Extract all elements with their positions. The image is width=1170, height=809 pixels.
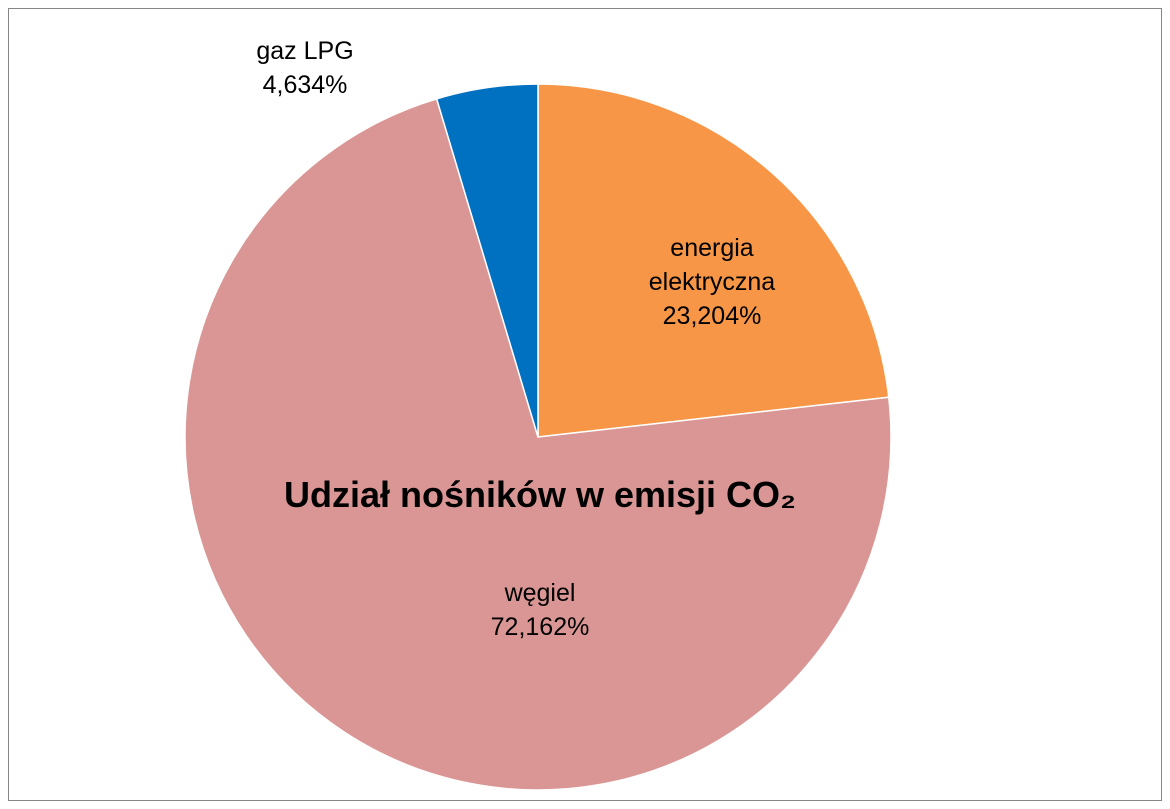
chart-title: Udział nośników w emisji CO₂ (283, 474, 797, 515)
value-label: 72,162% (490, 613, 590, 641)
category-label: węgiel (504, 579, 576, 607)
data-label: węgiel 72,162% (460, 576, 620, 644)
pie-slice (184, 97, 892, 791)
data-label: gaz LPG 4,634% (225, 34, 385, 102)
value-label: 23,204% (662, 302, 762, 330)
value-label: 4,634% (262, 71, 348, 99)
data-label: energia elektryczna 23,204% (622, 231, 802, 333)
category-label: energia elektryczna (648, 234, 776, 296)
pie-slice (537, 83, 890, 438)
pie-slice (435, 83, 539, 438)
category-label: gaz LPG (256, 37, 354, 65)
